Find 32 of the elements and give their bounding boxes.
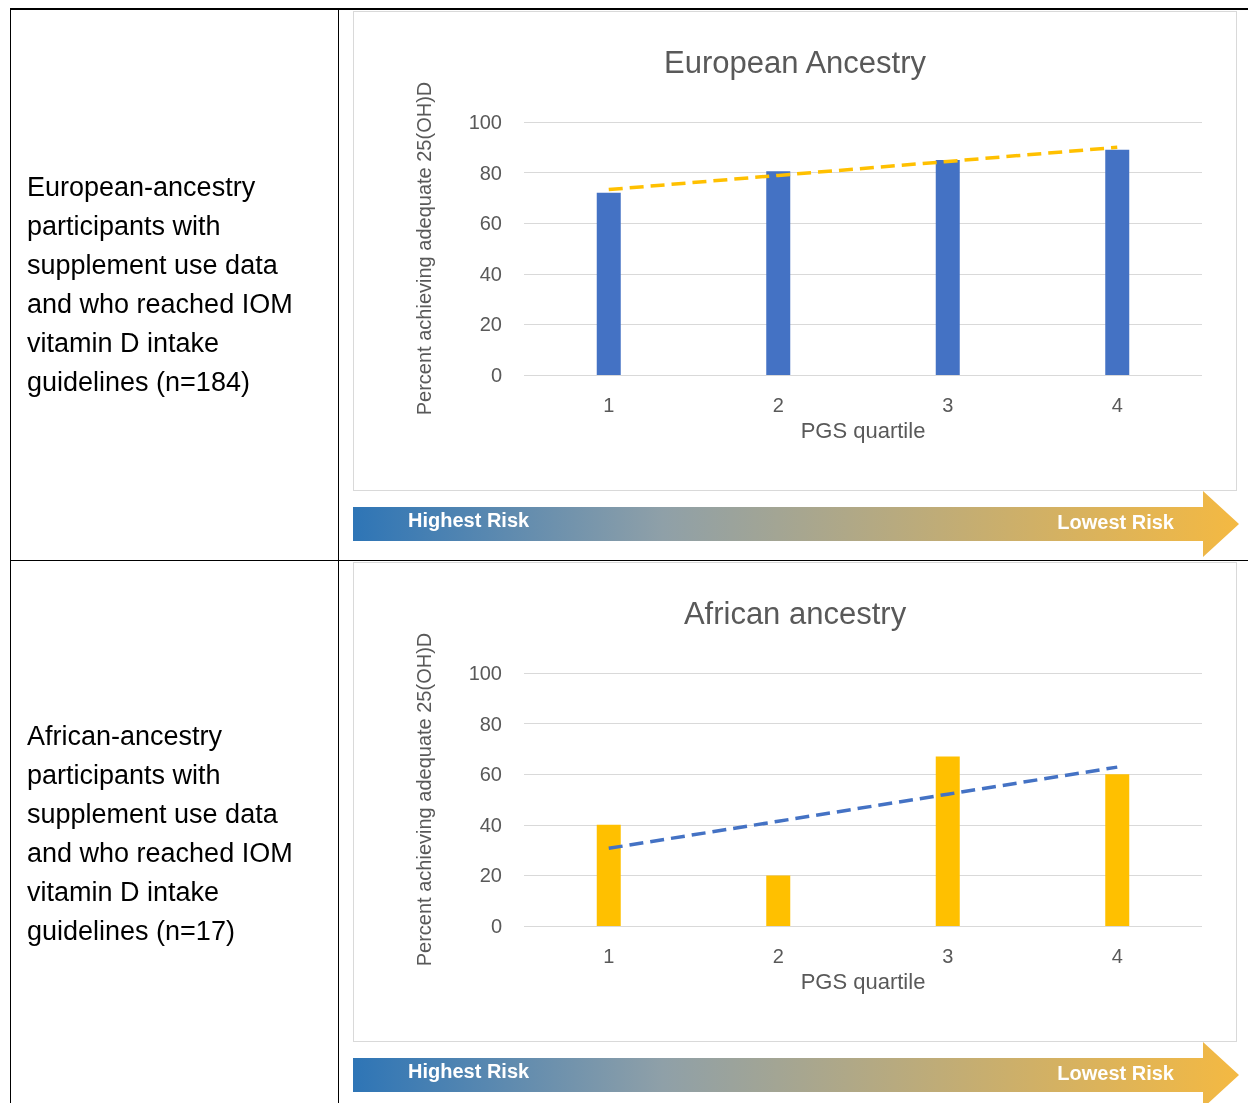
y-tick-label: 80 (479, 712, 502, 735)
y-tick-label: 40 (479, 813, 502, 836)
chart-title: European Ancestry (664, 45, 927, 80)
x-tick-label: 4 (1111, 394, 1123, 416)
y-tick-label: 0 (490, 364, 502, 386)
y-axis-title: Percent achieving adequate 25(OH)D (413, 81, 435, 416)
y-tick-label: 60 (479, 212, 502, 235)
text: African-ancestry participants with supplement use data and who reached IOM vitamin D intake guidelines (n=17) (27, 719, 294, 948)
x-tick-label: 4 (1111, 945, 1123, 967)
x-tick-label: 1 (603, 394, 615, 416)
x-tick-label: 1 (603, 945, 615, 967)
y-tick-label: 60 (479, 763, 502, 786)
text: Lowest Risk (1057, 1062, 1174, 1085)
x-tick-label: 2 (772, 394, 784, 416)
x-tick-label: 2 (772, 945, 784, 967)
y-tick-label: 40 (479, 262, 502, 285)
text: Lowest Risk (1057, 511, 1174, 534)
y-tick-label: 20 (479, 864, 502, 887)
y-tick-label: 0 (490, 915, 502, 937)
x-tick-label: 3 (942, 394, 954, 416)
x-tick-label: 3 (942, 945, 954, 967)
y-tick-label: 80 (479, 161, 502, 184)
x-axis-title: PGS quartile (800, 418, 926, 444)
text: European-ancestry participants with supplement use data and who reached IOM vitamin D intake guidelines (n=184) (27, 171, 294, 399)
text: Highest Risk (408, 509, 530, 532)
chart-title: African ancestry (683, 596, 907, 631)
y-tick-label: 20 (479, 313, 502, 336)
y-tick-label: 100 (468, 662, 502, 684)
y-axis-title: Percent achieving adequate 25(OH)D (413, 632, 435, 967)
text: Highest Risk (408, 1060, 530, 1083)
y-tick-label: 100 (468, 111, 502, 133)
x-axis-title: PGS quartile (800, 969, 926, 995)
